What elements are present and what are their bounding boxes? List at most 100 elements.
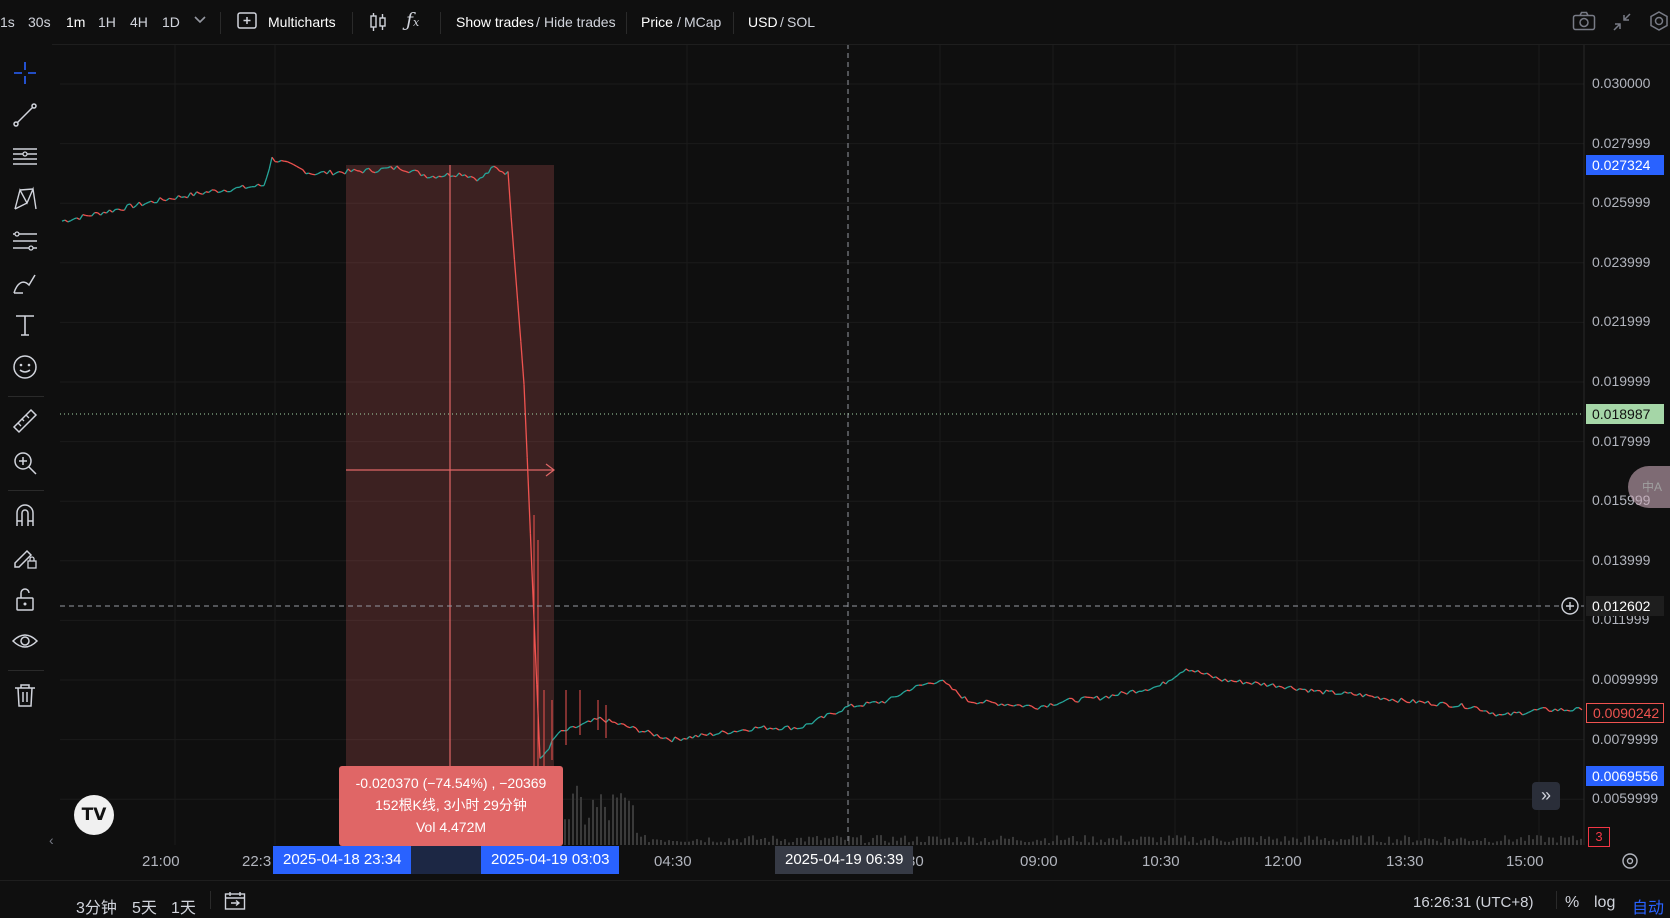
price-segment [339,172,342,173]
scroll-left-icon[interactable]: ‹ [49,832,54,848]
price-segment [1044,706,1047,708]
eye-icon[interactable] [6,624,44,658]
volume-bar [1484,838,1486,845]
volume-bar [712,842,714,845]
usd-toggle[interactable]: USD [748,14,778,30]
volume-bar [1576,840,1578,845]
percent-toggle[interactable]: % [1565,894,1579,912]
unlock-icon[interactable] [6,582,44,616]
interval-4H[interactable]: 4H [130,14,148,30]
settings-gear-icon[interactable] [1648,10,1670,37]
price-segment [1020,705,1023,707]
interval-1D[interactable]: 1D [162,14,180,30]
crosshair-icon[interactable] [6,56,44,90]
clock-display[interactable]: 16:26:31 (UTC+8) [1413,894,1533,911]
add-alert-plus-icon[interactable] [1560,596,1580,616]
interval-1m[interactable]: 1m [66,14,85,30]
price-segment [1066,698,1069,700]
camera-icon[interactable] [1572,11,1596,34]
lock-drawing-icon[interactable] [6,540,44,574]
bottom-bar: 3分钟 5天 1天 16:26:31 (UTC+8) % log 自动 [0,880,1670,917]
price-segment [1477,707,1480,710]
zoom-in-icon[interactable] [6,446,44,480]
price-segment [1207,673,1210,675]
volume-bar [1076,841,1078,845]
volume-bar [1228,842,1230,845]
trash-icon[interactable] [6,678,44,712]
pattern-icon[interactable] [6,182,44,216]
brush-icon[interactable] [6,266,44,300]
price-segment [1558,708,1561,710]
price-segment [678,739,681,741]
interval-30s[interactable]: 30s [28,14,51,30]
price-segment [142,204,145,206]
multicharts-icon[interactable] [237,12,257,33]
mcap-toggle[interactable]: MCap [684,14,721,30]
interval-1s[interactable]: 1s [0,14,15,30]
indicators-fx-icon[interactable]: ƒx [406,9,419,31]
price-segment [1326,690,1329,691]
show-trades-button[interactable]: Show trades [456,14,534,30]
collapse-icon[interactable] [1612,12,1632,35]
ruler-icon[interactable] [6,404,44,438]
price-axis-label: 0.023999 [1592,254,1650,270]
volume-bar [1248,837,1250,845]
candles-icon[interactable] [368,11,388,36]
price-segment [221,190,224,192]
volume-bar [868,842,870,845]
price-segment [1363,694,1366,697]
time-axis-settings-icon[interactable] [1621,852,1639,870]
go-to-date-icon[interactable] [224,891,246,916]
price-segment [710,733,713,736]
volume-bar [948,838,950,845]
price-segment [576,726,579,728]
translate-extension-badge[interactable]: 中A [1628,466,1670,508]
range-1d[interactable]: 1天 [171,894,196,918]
price-segment [315,174,318,175]
text-icon[interactable] [6,308,44,342]
volume-bar [840,837,842,845]
price-toggle[interactable]: Price [641,14,673,30]
price-segment [269,157,272,169]
interval-1H[interactable]: 1H [98,14,116,30]
volume-bar [1148,837,1150,845]
price-segment [1124,693,1127,695]
sol-toggle[interactable]: SOL [787,14,815,30]
price-segment [1011,705,1014,706]
multicharts-button[interactable]: Multicharts [268,14,336,30]
hide-trades-button[interactable]: Hide trades [544,14,616,30]
log-toggle[interactable]: log [1594,894,1615,912]
price-segment [645,730,648,732]
time-axis-label: 04:30 [654,853,692,870]
emoji-icon[interactable] [6,350,44,384]
scroll-to-realtime-button[interactable]: » [1532,782,1560,810]
price-segment [1311,689,1314,691]
volume-bar [652,839,654,845]
price-segment [321,172,324,173]
fib-icon[interactable] [6,224,44,258]
trendline-icon[interactable] [6,98,44,132]
volume-bar [596,807,598,845]
price-segment [1294,689,1297,691]
price-segment [1288,686,1291,687]
auto-toggle[interactable]: 自动 [1632,894,1664,918]
range-5d[interactable]: 5天 [132,894,157,918]
volume-bar [1428,839,1430,845]
volume-bar [1328,841,1330,845]
horizontal-lines-icon[interactable] [6,140,44,174]
volume-bar [1200,840,1202,845]
price-segment [1060,702,1063,703]
volume-bar [1548,837,1550,845]
price-segment [1579,708,1582,710]
magnet-icon[interactable] [6,498,44,532]
price-segment [284,161,287,162]
volume-bar [1544,842,1546,845]
price-segment [83,215,86,216]
volume-bar [1436,841,1438,845]
volume-bar [812,837,814,845]
volume-bar [1008,839,1010,845]
chevron-down-icon[interactable] [193,12,207,29]
range-3min[interactable]: 3分钟 [76,894,117,918]
tradingview-logo[interactable]: TV [74,795,114,835]
